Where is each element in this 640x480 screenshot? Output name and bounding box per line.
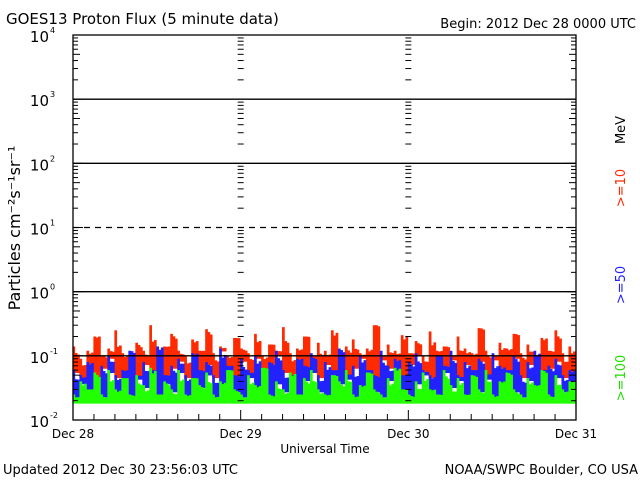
y-tick-label: 10	[30, 92, 49, 110]
y-tick-label: 10	[30, 221, 49, 239]
x-tick-label: Dec 29	[220, 427, 262, 441]
chart-title: GOES13 Proton Flux (5 minute data)	[6, 10, 279, 28]
source-label: NOAA/SWPC Boulder, CO USA	[445, 463, 638, 478]
begin-label: Begin: 2012 Dec 28 0000 UTC	[440, 17, 636, 32]
y-axis-label: Particles cm⁻²s⁻¹sr⁻¹	[5, 146, 24, 311]
y-tick-label: 10	[30, 285, 49, 303]
y-tick-label: 10	[30, 156, 49, 174]
x-axis-label: Universal Time	[280, 442, 369, 456]
y-tick-label: 10	[30, 413, 49, 431]
legend-ge10: >=10	[614, 169, 629, 207]
x-tick-label: Dec 30	[387, 427, 429, 441]
y-tick-exponent: -2	[50, 411, 58, 420]
x-tick-label: Dec 31	[555, 427, 597, 441]
y-tick-exponent: 3	[50, 90, 55, 99]
y-tick-exponent: 2	[50, 154, 55, 163]
legend-ge100: >=100	[614, 355, 629, 402]
plot-frame	[72, 34, 577, 421]
y-tick-exponent: -1	[50, 347, 58, 356]
y-tick-label: 10	[30, 28, 49, 46]
y-tick-exponent: 4	[50, 26, 55, 35]
y-tick-label: 10	[30, 349, 49, 367]
x-tick-label: Dec 28	[52, 427, 94, 441]
y-tick-exponent: 0	[50, 283, 55, 292]
legend-ge50: >=50	[614, 266, 629, 304]
y-tick-exponent: 1	[50, 219, 55, 228]
updated-label: Updated 2012 Dec 30 23:56:03 UTC	[3, 463, 238, 478]
units-label: MeV	[614, 116, 629, 144]
